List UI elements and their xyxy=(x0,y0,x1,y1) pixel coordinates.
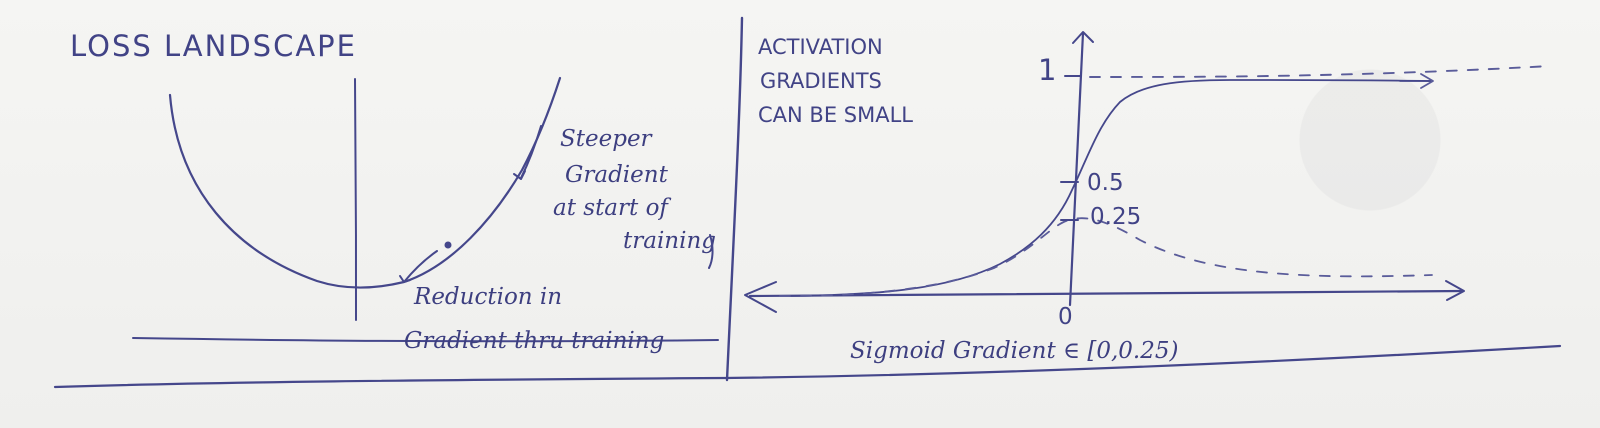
origin-label: 0 xyxy=(1058,304,1073,330)
sigmoid-y-axis xyxy=(1068,31,1085,307)
training-underline-hook xyxy=(708,234,714,269)
loss-landscape-title: LOSS LANDSCAPE xyxy=(70,29,357,63)
training-point xyxy=(444,241,452,249)
reduction-note-line-2: Gradient thru training xyxy=(404,328,664,354)
reduction-arrow xyxy=(403,250,438,283)
tick-label-one: 1 xyxy=(1038,53,1058,87)
loss-curve xyxy=(168,76,562,289)
sigmoid-gradient-curve xyxy=(779,217,1433,297)
activation-title-line-1: ACTIVATION xyxy=(758,35,883,59)
steep-note-line-1: Steeper xyxy=(560,126,654,152)
sigmoid-x-axis xyxy=(748,289,1465,298)
activation-title-line-3: CAN BE SMALL xyxy=(758,103,913,127)
sigmoid-caption: Sigmoid Gradient ∈ [0,0.25) xyxy=(850,338,1178,364)
activation-title-line-2: GRADIENTS xyxy=(760,69,882,93)
tick-label-quarter: 0.25 xyxy=(1090,204,1141,230)
tick-label-half: 0.5 xyxy=(1087,170,1124,196)
bottom-divider-line xyxy=(53,344,1562,389)
sigmoid-asymptote-arrowhead xyxy=(1420,73,1434,89)
steep-gradient-arrowhead xyxy=(513,170,526,180)
sigmoid-x-axis-left-arrowhead xyxy=(744,281,777,313)
steep-note-line-3: at start of xyxy=(553,195,671,221)
reduction-note-line-1: Reduction in xyxy=(413,284,562,310)
loss-panel-axis-vertical xyxy=(354,78,357,321)
asymptote-one-line xyxy=(1089,65,1551,78)
loss-panel-axis-horizontal xyxy=(132,337,719,343)
steep-note-line-2: Gradient xyxy=(565,162,669,188)
sigmoid-x-axis-right-arrowhead xyxy=(1445,280,1465,301)
reduction-arrowhead xyxy=(399,275,411,283)
middle-divider-line xyxy=(725,16,744,382)
steep-note-line-4: training xyxy=(623,228,716,254)
sigmoid-y-axis-arrowhead xyxy=(1072,31,1094,44)
